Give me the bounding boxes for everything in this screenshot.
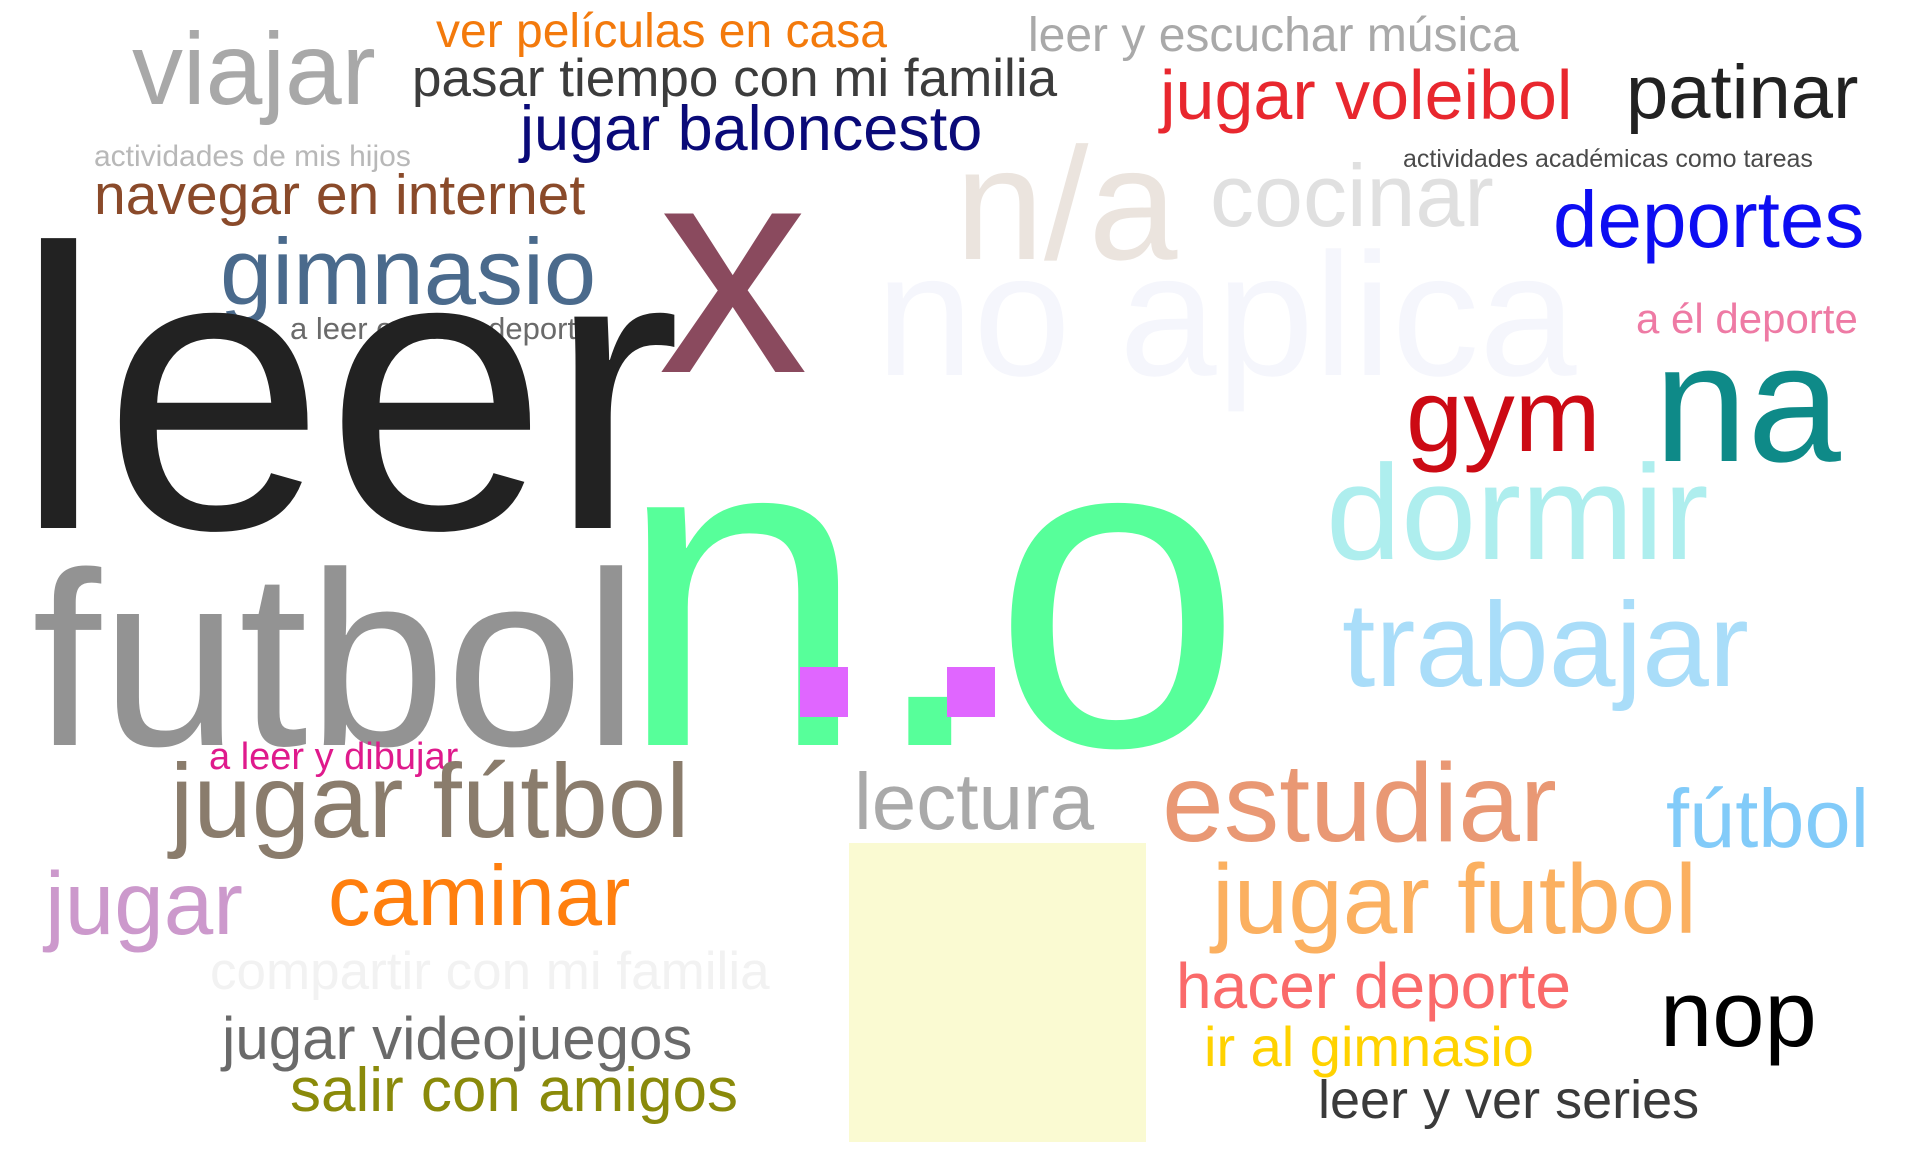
word-leer-y-ver-series: leer y ver series bbox=[1318, 1070, 1700, 1130]
word-a-leer-y-dibujar: a leer y dibujar bbox=[209, 736, 459, 778]
word-lectura: lectura bbox=[854, 757, 1095, 846]
word-gimnasio: gimnasio bbox=[220, 219, 597, 324]
word-leer: leer bbox=[14, 166, 681, 613]
magenta-word-block-left bbox=[800, 667, 848, 717]
word-a-leer-o-hacer-deporte: a leer o hacer deporte bbox=[290, 311, 594, 346]
word-futbol-accent: fútbol bbox=[1666, 772, 1870, 865]
word-salir-con-amigos: salir con amigos bbox=[290, 1056, 738, 1125]
word-jugar: jugar bbox=[45, 853, 243, 953]
word-navegar-en-internet: navegar en internet bbox=[94, 163, 586, 227]
word-actividades-de-mis-hijos: actividades de mis hijos bbox=[94, 140, 411, 173]
blank-word-block bbox=[849, 843, 1146, 1142]
word-x: x bbox=[658, 100, 808, 436]
word-actividades-academicas: actividades académicas como tareas bbox=[1403, 145, 1813, 173]
word-caminar: caminar bbox=[328, 849, 631, 944]
word-trabajar: trabajar bbox=[1342, 578, 1749, 712]
word-jugar-videojuegos: jugar videojuegos bbox=[222, 1005, 693, 1072]
word-nop: nop bbox=[1660, 961, 1817, 1066]
word-gym: gym bbox=[1406, 358, 1601, 473]
word-na: na bbox=[1654, 309, 1841, 497]
word-hacer-deporte: hacer deporte bbox=[1176, 950, 1571, 1022]
word-jugar-voleibol: jugar voleibol bbox=[1160, 56, 1573, 134]
word-jugar-futbol-accent: jugar fútbol bbox=[170, 743, 690, 860]
word-n-a: n/a bbox=[955, 114, 1178, 293]
word-jugar-baloncesto: jugar baloncesto bbox=[520, 94, 983, 164]
word-pasar-tiempo-con-mi-familia: pasar tiempo con mi familia bbox=[412, 49, 1058, 108]
word-patinar: patinar bbox=[1626, 50, 1859, 135]
word-ver-peliculas-en-casa: ver películas en casa bbox=[436, 5, 887, 58]
word-jugar-futbol: jugar futbol bbox=[1212, 844, 1697, 954]
word-leer-y-escuchar-musica: leer y escuchar música bbox=[1028, 9, 1519, 62]
word-futbol: futbol bbox=[32, 520, 639, 798]
word-no-aplica: no aplica bbox=[876, 218, 1577, 413]
word-estudiar: estudiar bbox=[1162, 741, 1557, 865]
word-deportes: deportes bbox=[1553, 175, 1865, 264]
word-cocinar: cocinar bbox=[1210, 146, 1494, 245]
magenta-word-block-right bbox=[947, 667, 995, 717]
word-viajar: viajar bbox=[132, 12, 376, 126]
word-n-o: n.o bbox=[617, 339, 1243, 841]
word-ir-al-gimnasio: ir al gimnasio bbox=[1204, 1015, 1534, 1078]
word-dormir: dormir bbox=[1326, 437, 1709, 588]
word-a-el-deporte: a él deporte bbox=[1636, 295, 1858, 342]
word-compartir-con-mi-familia: compartir con mi familia bbox=[210, 942, 770, 1001]
